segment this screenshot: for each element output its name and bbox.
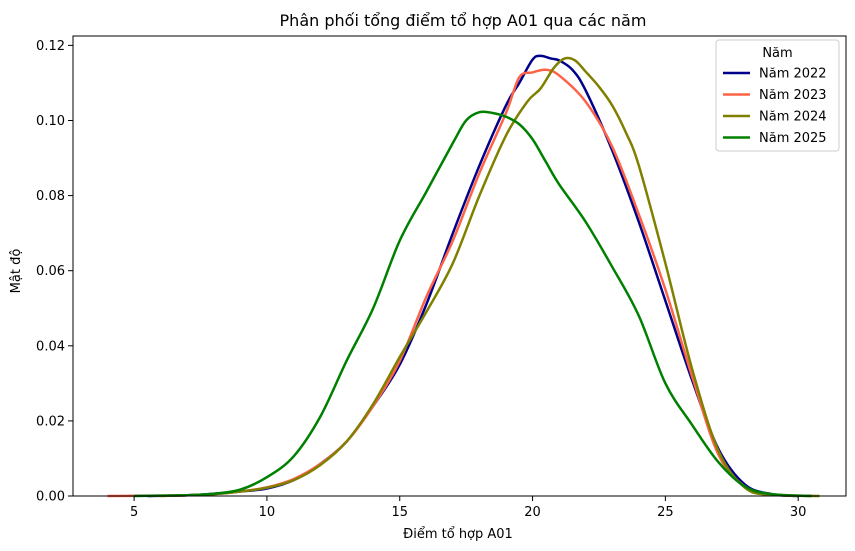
x-tick-label: 20 xyxy=(524,505,541,520)
y-tick-label: 0.10 xyxy=(36,114,65,129)
x-axis: 5 10 15 20 25 30 xyxy=(130,496,807,520)
x-axis-title: Điểm tổ hợp A01 xyxy=(403,527,513,542)
series-line-3 xyxy=(160,56,820,498)
x-tick-label: 10 xyxy=(259,505,276,520)
legend-label-2: Năm 2023 xyxy=(759,88,827,103)
x-tick-label: 5 xyxy=(130,505,138,520)
legend-label-3: Năm 2024 xyxy=(759,110,827,125)
y-tick-label: 0.04 xyxy=(36,339,65,354)
legend-box xyxy=(715,39,840,152)
legend-label-1: Năm 2022 xyxy=(759,67,827,82)
y-axis-title: Mật độ xyxy=(9,249,24,294)
legend-title: Năm xyxy=(762,46,792,61)
x-tick-label: 30 xyxy=(790,505,807,520)
chart-title: Phân phối tổng điểm tổ hợp A01 qua các n… xyxy=(280,11,647,30)
series-line-4 xyxy=(134,110,812,498)
series-line-1 xyxy=(147,54,799,498)
legend-label-4: Năm 2025 xyxy=(759,131,827,146)
y-tick-label: 0.00 xyxy=(36,490,65,505)
y-axis: 0.00 0.02 0.04 0.06 0.08 0.10 0.12 xyxy=(36,39,73,505)
y-tick-label: 0.06 xyxy=(36,264,65,279)
plot-area xyxy=(72,35,847,498)
y-tick-label: 0.08 xyxy=(36,189,65,204)
x-tick-label: 15 xyxy=(391,505,408,520)
plot-frame xyxy=(72,35,847,497)
y-tick-label: 0.12 xyxy=(36,39,65,54)
y-tick-label: 0.02 xyxy=(36,414,65,429)
series-line-2 xyxy=(107,68,812,498)
x-tick-label: 25 xyxy=(657,505,674,520)
legend: Năm Năm 2022 Năm 2023 Năm 2024 Năm 2025 xyxy=(715,39,840,152)
